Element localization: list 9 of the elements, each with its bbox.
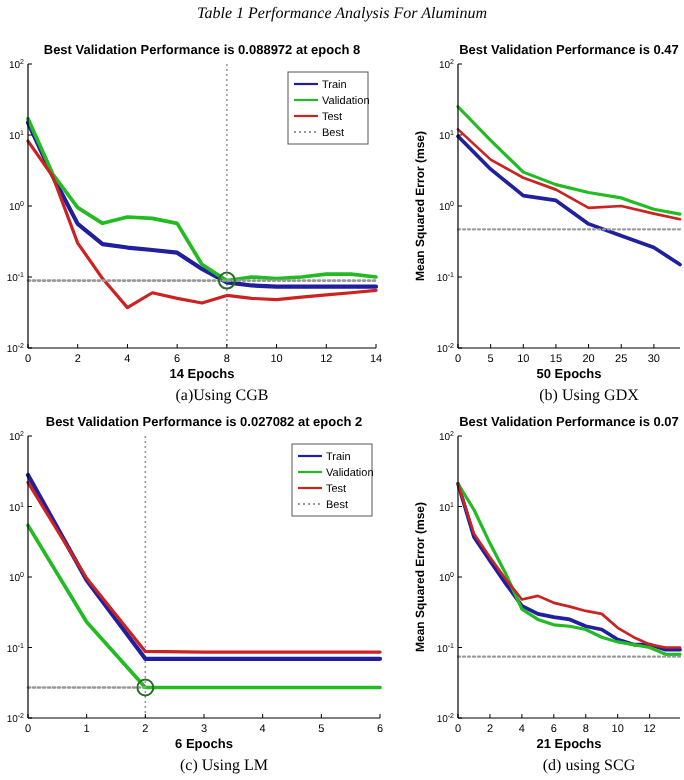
line-series bbox=[456, 128, 682, 221]
line-series bbox=[26, 139, 378, 310]
text: (c) Using LM bbox=[180, 756, 268, 774]
text: (a)Using CGB bbox=[175, 386, 269, 404]
text: (d) using SCG bbox=[542, 756, 636, 774]
caption: Table 1 Performance Analysis For Aluminum bbox=[197, 4, 488, 22]
line-series bbox=[456, 105, 682, 216]
text: (b) Using GDX bbox=[539, 386, 640, 404]
line-series bbox=[456, 134, 682, 267]
